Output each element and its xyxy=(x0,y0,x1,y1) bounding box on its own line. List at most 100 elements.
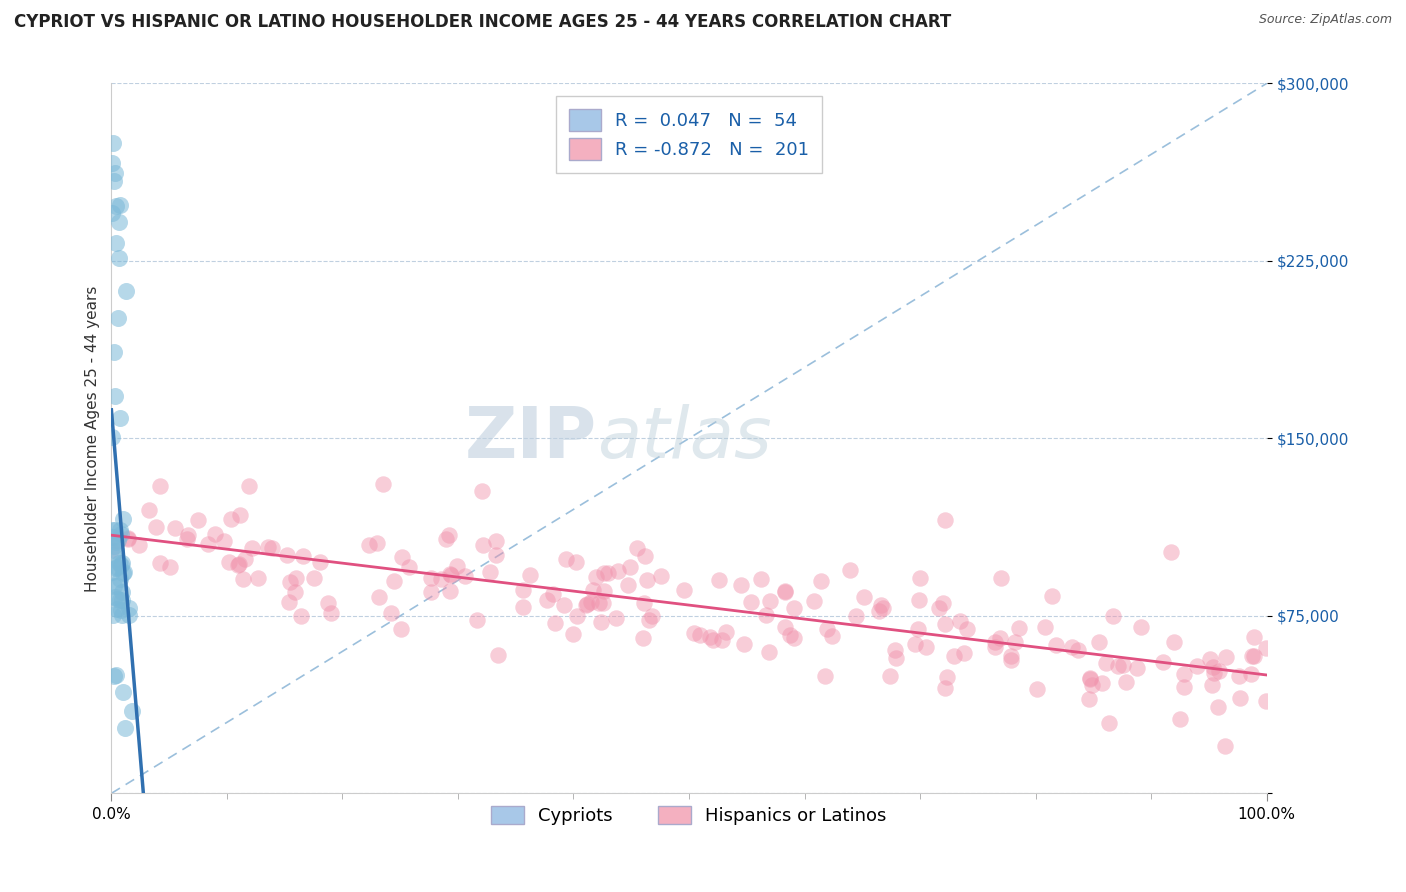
Point xyxy=(1126,661,1149,675)
Point xyxy=(634,549,657,564)
Point xyxy=(103,174,125,188)
Point xyxy=(555,552,578,566)
Point xyxy=(952,646,974,660)
Point xyxy=(101,565,124,579)
Point xyxy=(420,584,443,599)
Point xyxy=(1066,642,1088,657)
Point xyxy=(1045,638,1067,652)
Point xyxy=(872,601,894,615)
Point xyxy=(110,592,132,607)
Point xyxy=(1240,667,1263,681)
Point xyxy=(101,548,124,562)
Point xyxy=(100,429,122,443)
Point xyxy=(633,596,655,610)
Point xyxy=(1208,665,1230,679)
Point xyxy=(138,502,160,516)
Point xyxy=(105,667,128,681)
Point xyxy=(1078,691,1101,706)
Point xyxy=(101,136,124,150)
Point xyxy=(803,594,825,608)
Point xyxy=(773,583,796,598)
Point xyxy=(104,523,127,537)
Point xyxy=(439,567,461,582)
Point xyxy=(382,574,405,589)
Point xyxy=(1033,620,1056,634)
Point xyxy=(884,651,907,665)
Point xyxy=(104,535,127,549)
Point xyxy=(775,620,797,634)
Point xyxy=(773,584,796,599)
Point xyxy=(228,558,250,572)
Point xyxy=(257,540,280,554)
Point xyxy=(638,613,661,627)
Point xyxy=(118,601,141,615)
Point xyxy=(1204,666,1226,681)
Point xyxy=(1078,672,1101,686)
Point xyxy=(758,645,780,659)
Point xyxy=(105,579,128,593)
Point xyxy=(233,552,256,566)
Point xyxy=(759,594,782,608)
Point xyxy=(104,388,127,402)
Point xyxy=(145,520,167,534)
Point xyxy=(292,549,315,563)
Point xyxy=(1094,656,1116,670)
Point xyxy=(1160,545,1182,559)
Point xyxy=(149,479,172,493)
Point xyxy=(1115,674,1137,689)
Point xyxy=(1168,712,1191,726)
Point xyxy=(617,578,640,592)
Point xyxy=(1111,658,1133,673)
Point xyxy=(1243,630,1265,644)
Point xyxy=(284,571,307,585)
Point xyxy=(437,528,460,542)
Point xyxy=(107,311,129,326)
Point xyxy=(1163,635,1185,649)
Point xyxy=(197,537,219,551)
Point xyxy=(934,513,956,527)
Legend: Cypriots, Hispanics or Latinos: Cypriots, Hispanics or Latinos xyxy=(482,797,896,834)
Text: atlas: atlas xyxy=(596,404,772,473)
Point xyxy=(868,604,890,618)
Point xyxy=(100,206,122,220)
Point xyxy=(932,596,955,610)
Point xyxy=(1215,649,1237,664)
Point xyxy=(783,632,806,646)
Point xyxy=(110,602,132,616)
Point xyxy=(562,627,585,641)
Point xyxy=(1213,739,1236,753)
Point xyxy=(246,571,269,585)
Point xyxy=(949,614,972,628)
Point xyxy=(983,640,1005,654)
Point xyxy=(434,532,457,546)
Point xyxy=(915,640,938,654)
Point xyxy=(815,622,838,636)
Point xyxy=(588,596,610,610)
Point xyxy=(103,345,125,359)
Point xyxy=(908,592,931,607)
Point xyxy=(240,541,263,556)
Point xyxy=(740,595,762,609)
Point xyxy=(454,569,477,583)
Point xyxy=(105,591,128,606)
Point xyxy=(420,571,443,585)
Point xyxy=(934,616,956,631)
Point xyxy=(1091,675,1114,690)
Point xyxy=(990,571,1012,585)
Point xyxy=(553,598,575,612)
Point xyxy=(278,575,301,590)
Point xyxy=(579,594,602,608)
Point xyxy=(1187,659,1209,673)
Point xyxy=(117,532,139,546)
Point xyxy=(439,567,461,582)
Point xyxy=(575,599,598,613)
Point xyxy=(607,564,630,578)
Point xyxy=(221,512,243,526)
Point xyxy=(105,544,128,558)
Point xyxy=(107,533,129,547)
Point xyxy=(366,536,388,550)
Point xyxy=(108,198,131,212)
Point xyxy=(110,558,132,573)
Point xyxy=(1008,621,1031,635)
Point xyxy=(105,534,128,549)
